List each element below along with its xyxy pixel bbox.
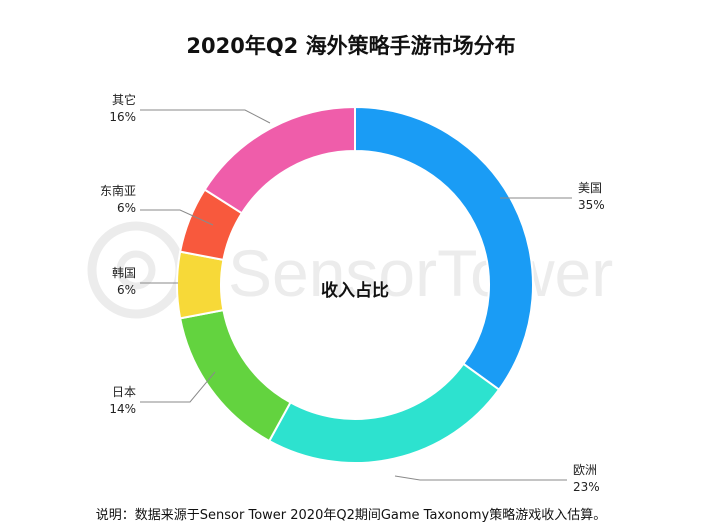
slice-label-0: 美国 xyxy=(578,181,602,195)
slice-label-2: 日本 xyxy=(112,385,136,399)
leader-line-4 xyxy=(140,209,214,226)
footnote: 说明：数据来源于Sensor Tower 2020年Q2期间Game Taxon… xyxy=(95,508,607,523)
leader-line-1 xyxy=(394,475,567,481)
slice-value-label-3: 6% xyxy=(117,283,136,297)
sensortower-watermark: SensorTower xyxy=(87,221,613,319)
slice-label-3: 韩国 xyxy=(112,265,136,280)
leader-line-5 xyxy=(140,109,271,124)
watermark-logo-icon xyxy=(87,221,185,319)
slice-value-label-5: 16% xyxy=(109,110,136,124)
slice-label-4: 东南亚 xyxy=(100,183,136,198)
slice-label-1: 欧洲 xyxy=(573,463,597,477)
watermark-logo-inner-icon xyxy=(116,250,156,290)
leader-line-2 xyxy=(140,371,216,403)
watermark-text: SensorTower xyxy=(228,236,613,310)
donut-slice-3 xyxy=(176,250,225,320)
slice-value-label-0: 35% xyxy=(578,198,605,212)
donut-slice-2 xyxy=(178,308,292,443)
slice-value-label-2: 14% xyxy=(109,402,136,416)
donut-slice-5 xyxy=(203,105,356,215)
slice-value-label-1: 23% xyxy=(573,480,600,494)
donut-slice-0 xyxy=(354,105,534,392)
chart-title: 2020年Q2 海外策略手游市场分布 xyxy=(186,34,516,58)
slice-value-label-4: 6% xyxy=(117,201,136,215)
center-label: 收入占比 xyxy=(321,280,389,301)
slice-label-5: 其它 xyxy=(112,92,136,107)
donut-slice-1 xyxy=(267,362,501,464)
